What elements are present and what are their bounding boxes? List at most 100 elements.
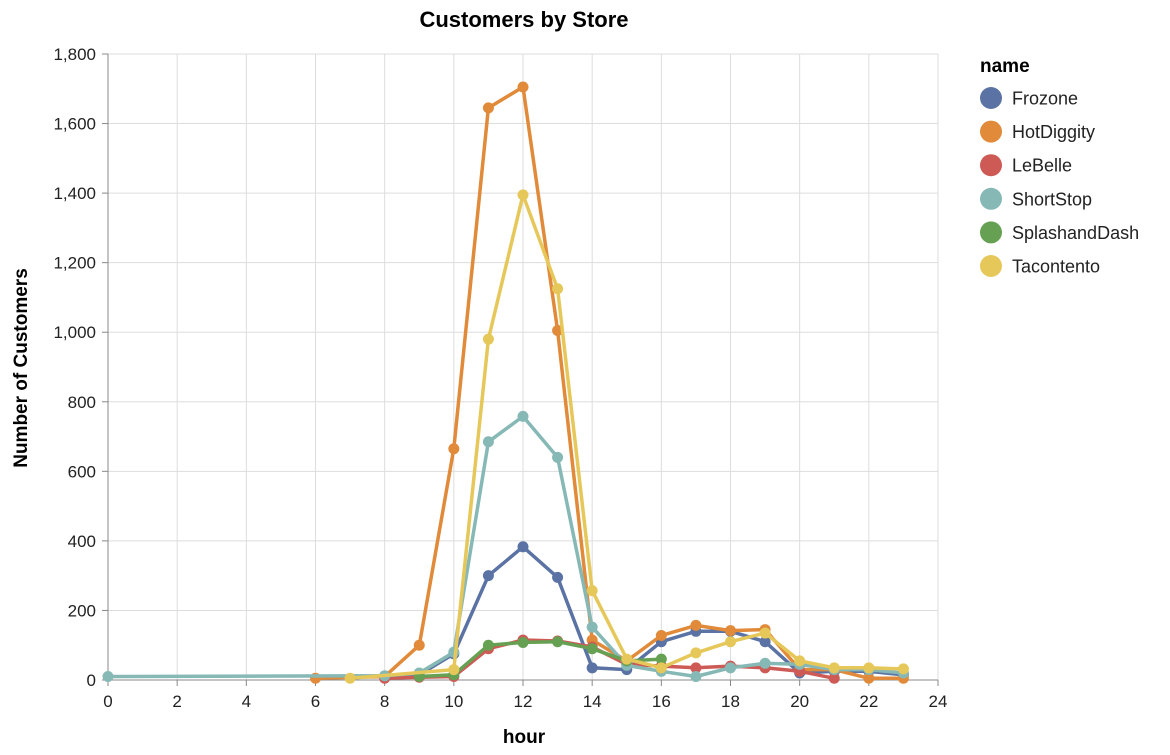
data-point-tacontento (344, 672, 356, 684)
legend-label: Frozone (1012, 89, 1078, 109)
x-tick-label: 12 (514, 692, 533, 711)
legend: name Frozone HotDiggity LeBelle ShortStop Sp… (980, 56, 1139, 277)
x-tick-label: 18 (721, 692, 740, 711)
data-point-hotdiggity (725, 625, 736, 637)
x-tick-label: 8 (380, 692, 389, 711)
x-tick-label: 14 (583, 692, 602, 711)
legend-label: SplashandDash (1012, 223, 1139, 243)
data-point-splashanddash (517, 636, 529, 648)
legend-title: name (980, 56, 1030, 77)
data-point-tacontento (621, 653, 633, 665)
legend-label: ShortStop (1012, 189, 1092, 209)
data-point-shortstop (517, 410, 529, 422)
y-tick-label: 600 (68, 462, 96, 481)
y-tick-label: 0 (87, 671, 96, 690)
data-point-hotdiggity (655, 629, 667, 641)
series-line-shortstop (106, 414, 906, 679)
x-tick-label: 0 (103, 692, 112, 711)
data-point-shortstop (586, 621, 598, 633)
y-tick-label: 1,000 (53, 323, 96, 342)
series-hotdiggity (310, 81, 909, 684)
legend-swatch (980, 187, 1002, 210)
data-point-hotdiggity (413, 639, 425, 651)
data-point-hotdiggity (448, 443, 460, 455)
data-point-tacontento (794, 655, 806, 667)
data-point-shortstop (759, 657, 771, 669)
chart-title: Customers by Store (419, 7, 628, 32)
series-layer (102, 81, 909, 684)
series-line-splashanddash (417, 639, 664, 679)
gridlines (107, 53, 939, 681)
data-point-splashanddash (586, 643, 598, 655)
y-tick-label: 800 (68, 393, 96, 412)
legend-swatch (980, 87, 1002, 109)
data-point-shortstop (552, 451, 564, 463)
data-point-shortstop (725, 662, 736, 674)
x-tick-label: 2 (172, 692, 181, 711)
legend-item-lebelle: LeBelle (980, 154, 1072, 177)
x-tick-label: 22 (859, 692, 878, 711)
data-point-tacontento (517, 189, 529, 201)
data-point-tacontento (448, 664, 460, 676)
data-point-tacontento (863, 662, 875, 674)
y-tick-label: 1,400 (53, 184, 96, 203)
x-tick-label: 4 (242, 692, 251, 711)
legend-item-shortstop: ShortStop (980, 187, 1092, 210)
legend-item-frozone: Frozone (980, 87, 1078, 109)
data-point-tacontento (482, 333, 494, 345)
y-tick-label: 1,800 (53, 45, 96, 64)
y-axis-title: Number of Customers (11, 268, 32, 468)
series-line-hotdiggity (313, 85, 906, 681)
data-point-lebelle (690, 662, 702, 674)
x-tick-label: 10 (444, 692, 463, 711)
legend-swatch (980, 221, 1002, 244)
series-tacontento (344, 189, 909, 684)
x-tick-label: 20 (790, 692, 809, 711)
data-point-hotdiggity (690, 619, 702, 631)
data-point-hotdiggity (517, 81, 529, 93)
data-point-tacontento (725, 636, 736, 648)
series-line-frozone (382, 545, 906, 678)
legend-item-hotdiggity: HotDiggity (980, 120, 1095, 143)
legend-label: HotDiggity (1012, 122, 1095, 142)
data-point-shortstop (102, 671, 114, 683)
data-point-frozone (759, 636, 771, 648)
data-point-splashanddash (552, 636, 564, 648)
x-tick-label: 6 (311, 692, 320, 711)
data-point-splashanddash (655, 653, 667, 665)
legend-swatch (980, 154, 1002, 177)
data-point-tacontento (828, 662, 840, 674)
data-point-frozone (552, 571, 564, 583)
y-tick-label: 400 (68, 532, 96, 551)
series-line-tacontento (348, 193, 906, 681)
data-point-shortstop (482, 436, 494, 448)
series-shortstop (102, 410, 909, 683)
legend-item-splashanddash: SplashandDash (980, 221, 1139, 244)
data-point-tacontento (759, 627, 771, 639)
y-tick-label: 1,600 (53, 115, 96, 134)
y-tick-label: 200 (68, 601, 96, 620)
x-tick-label: 16 (652, 692, 671, 711)
data-point-tacontento (586, 585, 598, 597)
y-tick-label: 1,200 (53, 254, 96, 273)
data-point-hotdiggity (482, 102, 494, 114)
x-axis-title: hour (503, 727, 546, 748)
x-tick-label: 24 (929, 692, 948, 711)
data-point-lebelle (828, 672, 840, 684)
data-point-frozone (517, 541, 529, 553)
axes: 0 2 4 6 8 10 12 14 16 18 20 22 2402004006008001,0001… (53, 45, 947, 711)
data-point-frozone (586, 662, 598, 674)
data-point-tacontento (897, 663, 909, 675)
legend-swatch (980, 120, 1002, 143)
data-point-hotdiggity (863, 672, 875, 684)
data-point-tacontento (552, 283, 564, 295)
legend-item-tacontento: Tacontento (980, 255, 1100, 277)
data-point-shortstop (690, 671, 702, 683)
data-point-tacontento (690, 647, 702, 659)
legend-label: Tacontento (1012, 257, 1100, 277)
data-point-tacontento (655, 662, 667, 674)
data-point-frozone (482, 570, 494, 582)
legend-swatch (980, 255, 1002, 277)
